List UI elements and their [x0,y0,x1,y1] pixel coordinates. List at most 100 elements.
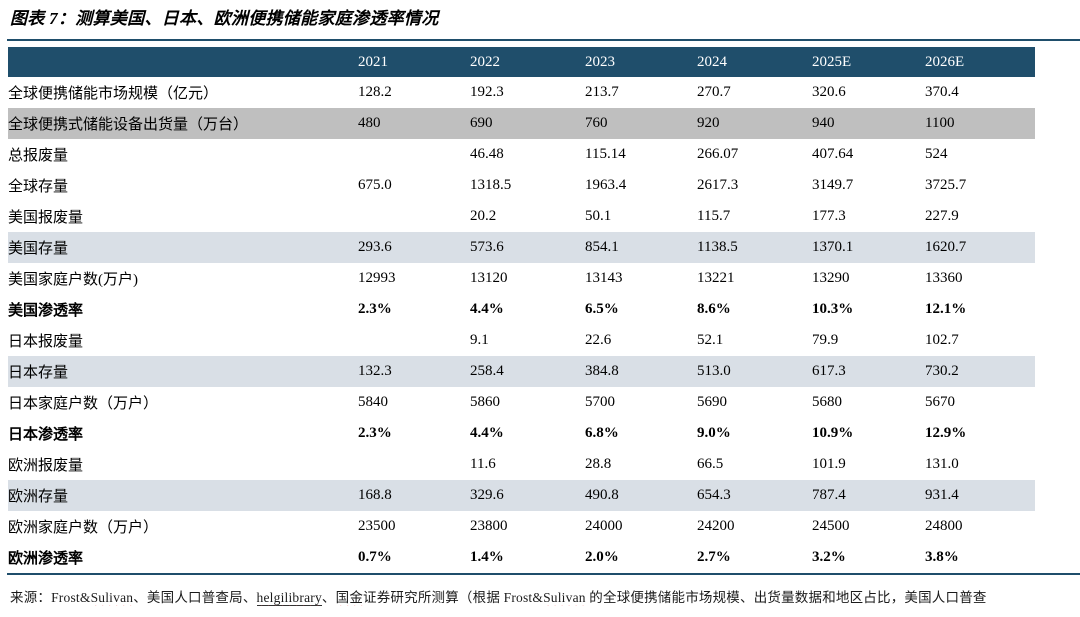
cell-value: 22.6 [585,332,612,348]
row-label: 全球存量 [8,179,69,195]
cell-value: 1138.5 [697,239,738,255]
source-text: 、美国人口普查局、 [133,590,257,605]
cell-value: 480 [358,115,381,131]
cell-value: 1318.5 [470,177,512,193]
cell-value: 2.0% [585,549,619,565]
source-text-flagged: 国金 [335,590,364,605]
cell-value: 854.1 [585,239,619,255]
cell-value: 1.4% [470,549,504,565]
cell-value: 20.2 [470,208,497,224]
year-column-header: 2022 [470,53,500,70]
year-column-header: 2021 [358,53,388,70]
row-label: 美国渗透率 [8,303,84,319]
cell-value: 12.9% [925,425,967,441]
cell-value: 329.6 [470,487,504,503]
cell-value: 3149.7 [812,177,854,193]
row-label: 欧洲渗透率 [8,551,84,567]
cell-value: 24500 [812,518,850,534]
year-column-header: 2026E [925,53,965,70]
cell-value: 5690 [697,394,727,410]
table-row: 欧洲存量 168.8 329.6 490.8 654.3 787.4 931.4 [8,480,1035,511]
cell-value: 115.7 [697,208,731,224]
cell-value: 13221 [697,270,735,286]
cell-value: 50.1 [585,208,612,224]
row-label: 全球便携式储能设备出货量（万台） [8,117,249,133]
cell-value: 5840 [358,394,388,410]
table-row: 日本报废量 9.1 22.6 52.1 79.9 102.7 [8,325,1035,356]
table-row: 美国家庭户数(万户) 12993 13120 13143 13221 13290 13360 [8,263,1035,294]
cell-value: 524 [925,146,948,162]
cell-value: 101.9 [812,456,846,472]
row-label: 日本渗透率 [8,427,84,443]
figure-title: 图表 7：测算美国、日本、欧洲便携储能家庭渗透率情况 [10,9,439,28]
title-divider-rule [7,39,1080,41]
table-row: 美国报废量 20.2 50.1 115.7 177.3 227.9 [8,201,1035,232]
table-row: 美国存量 293.6 573.6 854.1 1138.5 1370.1 1620.7 [8,232,1035,263]
cell-value: 2.3% [358,425,392,441]
cell-value: 617.3 [812,363,846,379]
cell-value: 13120 [470,270,508,286]
cell-value: 213.7 [585,84,619,100]
table-row: 欧洲家庭户数（万户） 23500 23800 24000 24200 24500 24800 [8,511,1035,542]
cell-value: 13143 [585,270,623,286]
cell-value: 11.6 [470,456,496,472]
row-label: 欧洲报废量 [8,458,84,474]
source-text: 、 [321,590,336,605]
source-text: 证券研究所测算（根据 Frost& [363,590,544,605]
cell-value: 675.0 [358,177,392,193]
cell-value: 293.6 [358,239,392,255]
cell-value: 115.14 [585,146,626,162]
cell-value: 4.4% [470,425,504,441]
cell-value [358,201,470,232]
cell-value: 13360 [925,270,963,286]
cell-value: 24200 [697,518,735,534]
source-text: 来源：Frost& [10,590,91,605]
row-label: 日本报废量 [8,334,84,350]
cell-value: 940 [812,115,835,131]
table-row: 日本存量 132.3 258.4 384.8 513.0 617.3 730.2 [8,356,1035,387]
cell-value: 1963.4 [585,177,627,193]
cell-value: 573.6 [470,239,504,255]
cell-value: 370.4 [925,84,959,100]
cell-value: 66.5 [697,456,724,472]
cell-value [358,449,470,480]
cell-value: 0.7% [358,549,392,565]
cell-value: 4.4% [470,301,504,317]
row-label: 美国报废量 [8,210,84,226]
cell-value: 13290 [812,270,850,286]
cell-value: 128.2 [358,84,392,100]
cell-value: 490.8 [585,487,619,503]
cell-value: 192.3 [470,84,504,100]
table-row: 全球存量 675.0 1318.5 1963.4 2617.3 3149.7 3725.7 [8,170,1035,201]
cell-value: 23800 [470,518,508,534]
table-row: 日本渗透率 2.3% 4.4% 6.8% 9.0% 10.9% 12.9% [8,418,1035,449]
cell-value: 1100 [925,115,955,131]
row-label: 美国存量 [8,241,69,257]
cell-value: 3.2% [812,549,846,565]
cell-value: 407.64 [812,146,854,162]
cell-value: 1620.7 [925,239,967,255]
cell-value: 5700 [585,394,615,410]
table-row: 全球便携式储能设备出货量（万台） 480 690 760 920 940 1100 [8,108,1035,139]
table-row: 美国渗透率 2.3% 4.4% 6.5% 8.6% 10.3% 12.1% [8,294,1035,325]
table-row: 全球便携储能市场规模（亿元） 128.2 192.3 213.7 270.7 320.6 3… [8,77,1035,108]
cell-value: 79.9 [812,332,839,348]
cell-value: 320.6 [812,84,846,100]
cell-value: 28.8 [585,456,612,472]
cell-value: 1370.1 [812,239,854,255]
cell-value: 3.8% [925,549,959,565]
table-row: 日本家庭户数（万户） 5840 5860 5700 5690 5680 5670 [8,387,1035,418]
cell-value: 227.9 [925,208,959,224]
cell-value: 654.3 [697,487,731,503]
year-column-header: 2025E [812,53,852,70]
cell-value: 384.8 [585,363,619,379]
cell-value: 102.7 [925,332,959,348]
row-label: 日本家庭户数（万户） [8,396,159,412]
table-row: 欧洲渗透率 0.7% 1.4% 2.0% 2.7% 3.2% 3.8% [8,542,1035,573]
cell-value: 2.3% [358,301,392,317]
source-text-flagged: helgilibrary [256,590,322,606]
cell-value: 270.7 [697,84,731,100]
cell-value: 8.6% [697,301,731,317]
cell-value: 787.4 [812,487,846,503]
